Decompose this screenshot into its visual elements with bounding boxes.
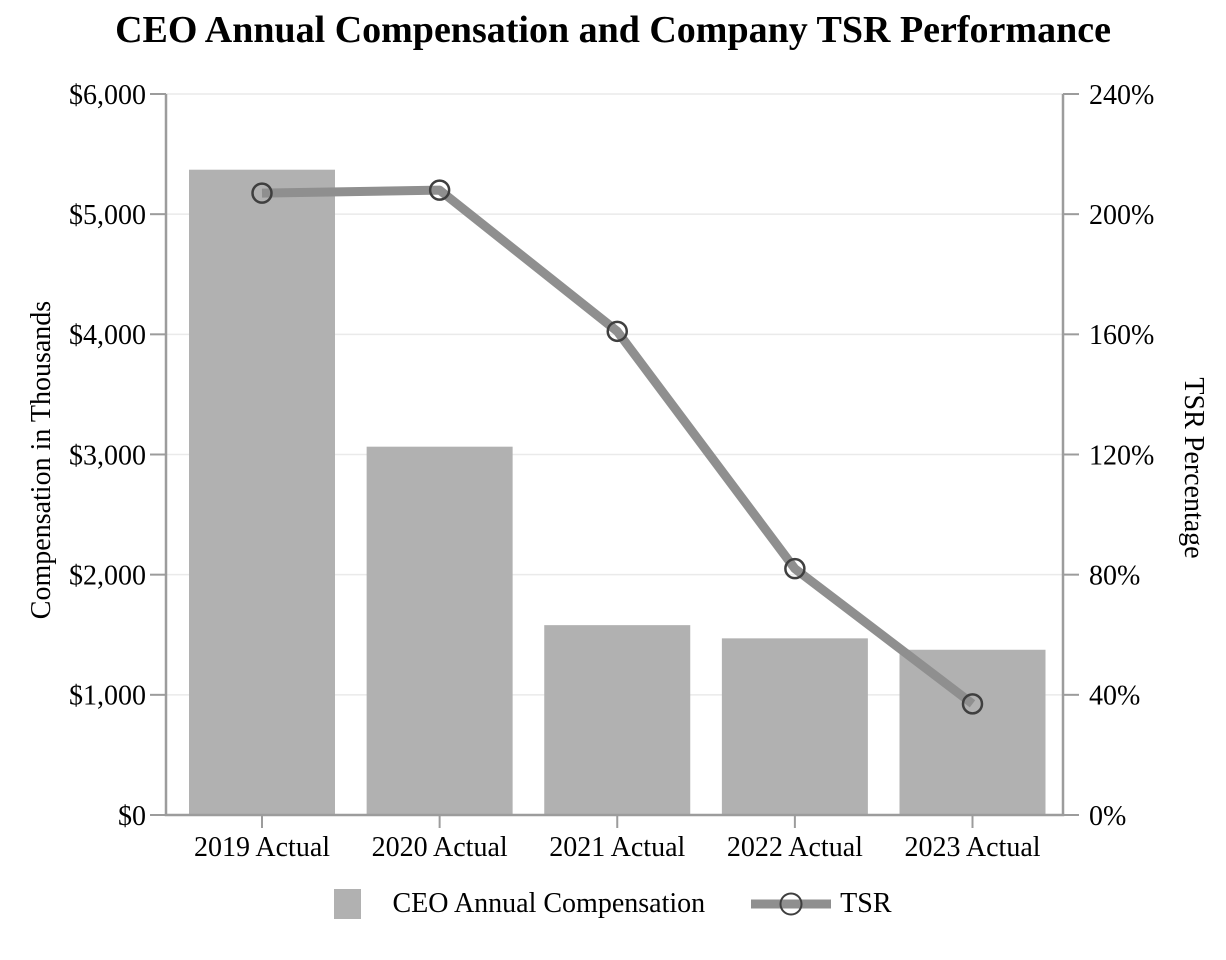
left-axis-tick-label: $3,000 xyxy=(69,440,146,471)
bar-2023-actual xyxy=(899,649,1046,815)
tsr-marker-2021-actual xyxy=(606,320,628,343)
legend-line-label: TSR xyxy=(840,888,892,919)
right-axis-tick-label: 80% xyxy=(1089,560,1140,591)
tsr-marker-2023-actual xyxy=(961,693,984,715)
bar-2022-actual xyxy=(721,638,868,815)
bar-2021-actual xyxy=(544,625,691,815)
legend-bar-swatch xyxy=(334,889,362,919)
left-axis-tick-label: $6,000 xyxy=(69,80,146,111)
right-axis-tick-label: 240% xyxy=(1089,80,1154,111)
tsr-line xyxy=(261,185,976,708)
tsr-marker-2020-actual xyxy=(428,179,451,201)
left-axis-tick-label: $0 xyxy=(118,801,146,832)
bar-2019-actual xyxy=(189,169,335,815)
open-circle-marker-icon xyxy=(779,892,803,916)
tsr-marker-2022-actual xyxy=(784,557,806,580)
chart-title: CEO Annual Compensation and Company TSR … xyxy=(115,9,1111,51)
legend-bar-label: CEO Annual Compensation xyxy=(392,888,706,919)
x-axis-tick-label: 2020 Actual xyxy=(372,832,508,863)
right-axis-tick-label: 40% xyxy=(1089,681,1140,712)
legend-line-swatch xyxy=(751,889,832,919)
legend: CEO Annual Compensation TSR xyxy=(0,888,1226,920)
x-axis-tick-label: 2023 Actual xyxy=(904,832,1040,863)
left-axis-tick-label: $2,000 xyxy=(69,560,146,591)
left-axis-tick-label: $1,000 xyxy=(69,681,146,712)
right-axis-tick-label: 0% xyxy=(1089,801,1126,832)
tsr-marker-2019-actual xyxy=(251,182,273,204)
right-axis-tick-label: 120% xyxy=(1089,440,1154,471)
bar-2020-actual xyxy=(366,446,513,815)
left-axis-tick-label: $5,000 xyxy=(69,200,146,231)
x-axis-tick-label: 2019 Actual xyxy=(194,832,330,863)
left-axis-tick-label: $4,000 xyxy=(69,320,146,351)
right-axis-tick-label: 160% xyxy=(1089,320,1154,351)
x-axis-tick-label: 2021 Actual xyxy=(549,832,685,863)
x-axis-tick-label: 2022 Actual xyxy=(727,832,863,863)
right-axis-tick-label: 200% xyxy=(1089,200,1154,231)
